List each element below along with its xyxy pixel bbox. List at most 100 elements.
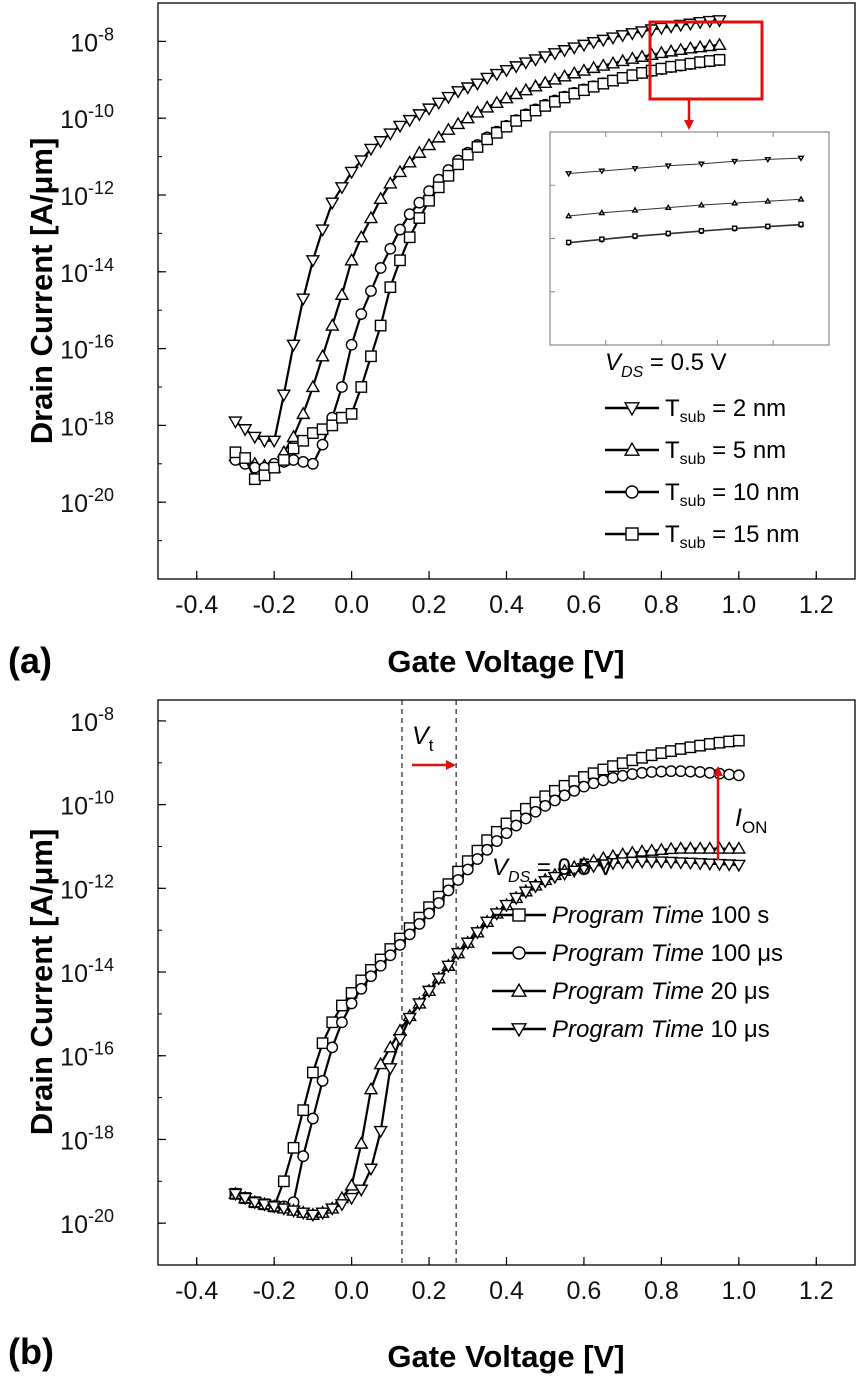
data-point-square: [287, 1141, 300, 1154]
x-tick-label: -0.4: [175, 591, 218, 619]
data-point-triangle-up: [315, 348, 330, 362]
data-point-circle: [297, 1150, 310, 1163]
data-point-square: [665, 60, 677, 73]
data-point-circle: [365, 970, 377, 983]
ion-annotation: ION: [735, 804, 767, 837]
data-point-circle: [597, 774, 610, 787]
data-point-square: [607, 760, 619, 773]
inset-point-triangle-up: [664, 203, 672, 211]
data-point-triangle-down: [450, 948, 466, 961]
data-point-square: [597, 77, 610, 90]
data-point-triangle-down: [615, 30, 630, 43]
data-point-square: [355, 381, 368, 393]
data-point-triangle-down: [286, 339, 301, 353]
data-point-circle: [500, 827, 513, 839]
data-point-triangle-up: [615, 53, 630, 67]
inset-point-square: [632, 233, 638, 239]
data-point-triangle-down: [450, 86, 466, 99]
data-point-triangle-down: [344, 1192, 359, 1206]
data-point-square: [578, 771, 590, 783]
data-point-square: [587, 767, 600, 780]
data-point-square: [248, 473, 261, 486]
data-point-triangle-down: [325, 197, 340, 211]
data-point-square: [636, 66, 648, 79]
legend-item: Tsub = 15 nm: [605, 521, 800, 552]
data-point-triangle-down: [276, 1203, 292, 1216]
data-point-triangle-down: [557, 868, 572, 882]
data-point-circle: [665, 765, 677, 778]
data-point-square: [587, 80, 600, 93]
data-point-triangle-down: [247, 431, 262, 445]
data-point-triangle-down: [431, 973, 446, 986]
data-point-triangle-up: [702, 38, 717, 52]
legend-item: Program Time 10 μs: [492, 1016, 770, 1043]
legend-b: VDS = 0.5 V Program Time 100 s Program Tim…: [492, 854, 783, 1043]
data-point-square: [394, 254, 406, 267]
data-point-square: [549, 95, 561, 108]
x-tick-label: 0.6: [567, 591, 602, 619]
data-point-circle: [326, 1041, 339, 1054]
data-point-triangle-down: [286, 1205, 301, 1218]
data-point-triangle-down: [528, 54, 543, 67]
data-point-triangle-down: [421, 103, 437, 116]
data-point-square: [607, 74, 619, 87]
data-point-triangle-down: [528, 881, 543, 894]
legend-header: VDS = 0.5 V: [492, 854, 614, 886]
inset-point-triangle-up: [797, 195, 805, 202]
data-point-circle: [607, 771, 619, 784]
data-point-triangle-down: [441, 91, 456, 105]
data-point-circle: [306, 457, 319, 470]
data-point-square: [703, 55, 716, 67]
data-point-square: [500, 120, 513, 133]
data-point-triangle-down: [518, 886, 534, 900]
data-point-square: [268, 461, 281, 474]
data-point-triangle-down: [383, 128, 398, 141]
data-point-circle: [723, 768, 736, 781]
data-point-square: [374, 319, 387, 332]
legend-label: Program Time 10 μs: [552, 1016, 770, 1043]
data-point-triangle-up: [296, 406, 311, 420]
data-point-circle: [384, 242, 397, 255]
data-point-circle: [432, 897, 445, 909]
panel-a: -0.4 -0.2 0.0 0.2 0.4 0.6 0.8 1.0 1.2 10-810-101…: [8, 2, 856, 681]
data-point-square: [306, 1066, 319, 1079]
y-tick-label: 10-16: [60, 332, 114, 365]
inset-point-square: [665, 230, 671, 237]
data-point-triangle-up: [354, 1136, 369, 1149]
x-tick-label: -0.2: [253, 591, 296, 619]
legend-label: Tsub = 5 nm: [665, 437, 786, 468]
data-point-square: [297, 1104, 310, 1117]
data-point-triangle-down: [625, 856, 640, 870]
data-point-triangle-down: [354, 155, 369, 168]
inset-point-triangle-down: [731, 158, 739, 166]
data-point-triangle-up: [344, 252, 359, 266]
data-point-circle: [539, 799, 552, 812]
data-point-triangle-down: [257, 1199, 272, 1212]
inset-line-triangle-down: [568, 157, 802, 174]
data-point-circle: [316, 1074, 329, 1087]
data-point-circle: [365, 285, 377, 297]
legend-marker-square: [625, 527, 639, 541]
data-point-circle: [481, 843, 494, 856]
data-point-square: [684, 741, 697, 754]
data-point-triangle-down: [731, 859, 747, 873]
data-point-square: [674, 59, 687, 72]
y-tick-label: 10-20: [60, 1206, 114, 1239]
y-tick-label: 10-18: [60, 408, 114, 441]
data-point-triangle-down: [605, 32, 621, 45]
data-point-circle: [442, 884, 455, 897]
legend-item: Program Time 20 μs: [492, 978, 770, 1005]
data-point-triangle-up: [605, 55, 621, 69]
series-line-square: [234, 739, 739, 1208]
data-point-triangle-down: [673, 857, 688, 870]
data-point-triangle-down: [499, 65, 514, 78]
data-point-circle: [355, 308, 368, 320]
data-point-square: [384, 281, 397, 294]
data-point-triangle-up: [421, 137, 437, 151]
data-point-triangle-down: [567, 865, 582, 879]
data-point-circle: [616, 769, 629, 782]
legend-marker-triangle-down: [510, 1023, 528, 1038]
data-point-square: [442, 169, 455, 182]
data-point-triangle-down: [344, 166, 359, 180]
